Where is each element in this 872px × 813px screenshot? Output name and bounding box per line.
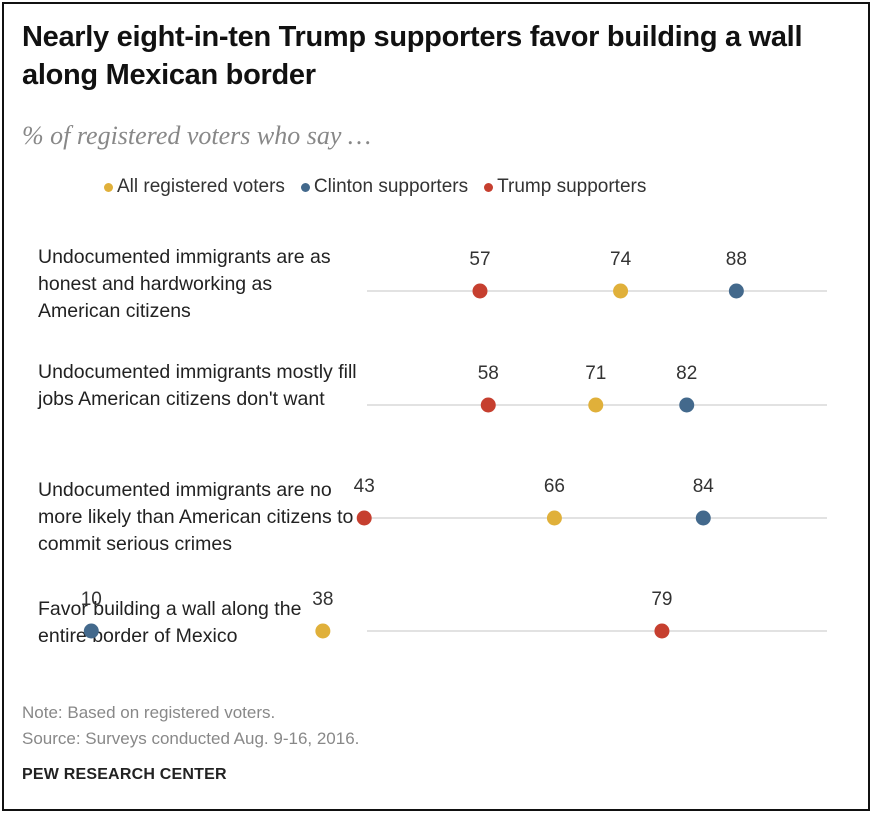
category-label-line: Undocumented immigrants mostly fill bbox=[38, 361, 357, 383]
data-label-all: 66 bbox=[544, 476, 565, 497]
category-label-line: jobs American citizens don't want bbox=[38, 388, 325, 410]
category-label-line: Undocumented immigrants are as bbox=[38, 246, 331, 268]
dot-clinton bbox=[695, 510, 711, 526]
chart-title: Nearly eight-in-ten Trump supporters fav… bbox=[22, 21, 803, 91]
chart-subtitle: % of registered voters who say … bbox=[22, 121, 372, 150]
category-label-line: Favor building a wall along the bbox=[38, 598, 302, 620]
category-label-line: honest and hardworking as bbox=[38, 273, 273, 295]
data-label-all: 74 bbox=[610, 249, 632, 270]
data-label-all: 71 bbox=[585, 363, 606, 384]
data-label-trump: 79 bbox=[651, 589, 672, 610]
data-label-clinton: 84 bbox=[693, 476, 715, 497]
note-text: Note: Based on registered voters. bbox=[22, 703, 276, 722]
legend-dot-trump bbox=[484, 182, 494, 192]
category-label-jobs: Undocumented immigrants mostly fill jobs… bbox=[38, 359, 433, 413]
dot-trump bbox=[472, 283, 488, 299]
dot-all bbox=[546, 510, 562, 526]
legend-item-trump: Trump supporters bbox=[484, 176, 646, 198]
data-label-trump: 57 bbox=[469, 249, 490, 270]
pew-research-center-logo: PEW RESEARCH CENTER bbox=[22, 766, 227, 783]
category-label-crimes: Undocumented immigrants are no more like… bbox=[38, 477, 433, 558]
category-label-line: Undocumented immigrants are no bbox=[38, 479, 332, 501]
legend-label-trump: Trump supporters bbox=[497, 176, 647, 197]
dot-trump bbox=[654, 623, 670, 639]
legend-item-all: All registered voters bbox=[104, 176, 285, 198]
data-label-clinton: 82 bbox=[676, 363, 697, 384]
category-label-line: American citizens bbox=[38, 300, 191, 322]
legend: All registered voters Clinton supporters… bbox=[104, 176, 662, 198]
category-label-line: more likely than American citizens to bbox=[38, 506, 354, 528]
legend-dot-all bbox=[104, 182, 113, 192]
dot-all bbox=[315, 623, 331, 639]
category-label-honest: Undocumented immigrants are as honest an… bbox=[38, 244, 433, 325]
dot-clinton bbox=[83, 623, 99, 639]
dot-clinton bbox=[728, 283, 744, 299]
category-label-line: commit serious crimes bbox=[38, 533, 232, 555]
dot-trump bbox=[356, 510, 372, 526]
dot-trump bbox=[480, 397, 496, 413]
legend-dot-clinton bbox=[300, 182, 310, 192]
data-label-trump: 58 bbox=[478, 363, 499, 384]
source-text: Source: Surveys conducted Aug. 9-16, 201… bbox=[22, 729, 360, 748]
legend-item-clinton: Clinton supporters bbox=[300, 176, 469, 198]
data-label-clinton: 88 bbox=[726, 249, 747, 270]
data-label-all: 38 bbox=[312, 589, 333, 610]
legend-label-clinton: Clinton supporters bbox=[313, 176, 469, 197]
dot-clinton bbox=[679, 397, 695, 413]
data-label-trump: 43 bbox=[354, 476, 375, 497]
dot-all bbox=[613, 283, 629, 299]
dot-all bbox=[588, 397, 604, 413]
data-label-clinton: 10 bbox=[81, 589, 102, 610]
legend-label-all: All registered voters bbox=[117, 176, 285, 197]
